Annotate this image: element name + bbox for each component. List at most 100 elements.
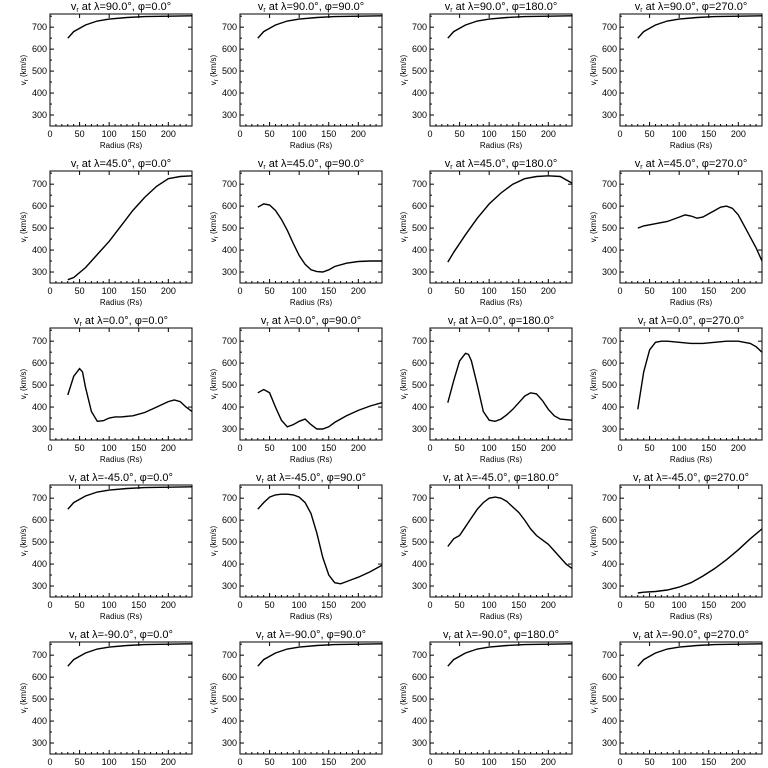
y-tick-label: 300 — [32, 581, 47, 591]
x-tick-label: 100 — [482, 129, 497, 139]
x-tick-label: 50 — [75, 286, 85, 296]
y-tick-label: 300 — [412, 581, 427, 591]
plot-frame — [239, 170, 383, 284]
y-tick-label: 300 — [222, 424, 237, 434]
x-tick-label: 0 — [427, 286, 432, 296]
x-tick-label: 50 — [75, 129, 85, 139]
y-tick-label: 300 — [412, 267, 427, 277]
y-axis-label: vr (km/s) — [589, 525, 600, 556]
y-tick-label: 600 — [32, 515, 47, 525]
chart-panel-18: vr at λ=-90.0°, φ=90.0° 0 50 100 150 200 300 40… — [209, 629, 383, 767]
y-tick-label: 500 — [602, 223, 617, 233]
plot-frame — [429, 170, 573, 284]
panel-title: vr at λ=90.0°, φ=90.0° — [258, 1, 364, 14]
x-tick-label: 150 — [321, 129, 336, 139]
plot-frame — [49, 641, 193, 755]
y-tick-label: 400 — [222, 716, 237, 726]
series-line — [257, 493, 383, 585]
x-axis-label: Radius (Rs) — [480, 141, 523, 150]
x-tick-label: 50 — [75, 443, 85, 453]
plot-frame — [429, 641, 573, 755]
x-tick-label: 150 — [511, 286, 526, 296]
y-axis-label: vr (km/s) — [399, 368, 410, 399]
y-tick-label: 600 — [412, 201, 427, 211]
x-tick-label: 0 — [237, 443, 242, 453]
x-axis-label: Radius (Rs) — [100, 612, 143, 621]
x-tick-label: 100 — [672, 443, 687, 453]
x-tick-label: 150 — [511, 757, 526, 767]
plot-frame — [49, 13, 193, 127]
x-tick-label: 100 — [292, 443, 307, 453]
x-tick-label: 100 — [292, 757, 307, 767]
x-tick-label: 0 — [617, 757, 622, 767]
y-tick-label: 400 — [222, 402, 237, 412]
series-line — [637, 15, 763, 39]
series-line — [637, 528, 763, 594]
y-tick-label: 600 — [602, 672, 617, 682]
x-tick-label: 200 — [161, 600, 176, 610]
x-axis-label: Radius (Rs) — [100, 141, 143, 150]
y-tick-label: 300 — [222, 738, 237, 748]
y-tick-label: 400 — [32, 245, 47, 255]
y-axis-label: vr (km/s) — [399, 211, 410, 242]
y-tick-label: 300 — [412, 424, 427, 434]
y-tick-label: 600 — [222, 201, 237, 211]
y-axis-label: vr (km/s) — [19, 682, 30, 713]
series-line — [637, 205, 763, 262]
chart-panel-1: vr at λ=90.0°, φ=0.0° 0 50 100 150 200 300 400 5… — [19, 1, 193, 150]
panel-title: vr at λ=90.0°, φ=0.0° — [71, 1, 171, 14]
y-tick-label: 500 — [32, 223, 47, 233]
x-tick-label: 150 — [131, 286, 146, 296]
x-tick-label: 0 — [427, 129, 432, 139]
x-tick-label: 150 — [511, 129, 526, 139]
y-tick-label: 500 — [412, 537, 427, 547]
y-tick-label: 700 — [602, 493, 617, 503]
x-tick-label: 200 — [731, 757, 746, 767]
y-tick-label: 600 — [412, 515, 427, 525]
x-tick-label: 150 — [701, 600, 716, 610]
x-tick-label: 0 — [47, 286, 52, 296]
x-axis-label: Radius (Rs) — [290, 612, 333, 621]
plot-frame — [239, 13, 383, 127]
y-tick-label: 700 — [222, 493, 237, 503]
plot-frame — [429, 13, 573, 127]
x-tick-label: 200 — [541, 757, 556, 767]
x-tick-label: 50 — [645, 443, 655, 453]
y-axis-label: vr (km/s) — [19, 368, 30, 399]
y-tick-label: 400 — [602, 88, 617, 98]
y-tick-label: 700 — [602, 179, 617, 189]
y-tick-label: 400 — [32, 88, 47, 98]
x-tick-label: 150 — [321, 757, 336, 767]
panel-title: vr at λ=45.0°, φ=180.0° — [445, 158, 557, 171]
x-tick-label: 0 — [47, 757, 52, 767]
x-axis-label: Radius (Rs) — [670, 141, 713, 150]
y-tick-label: 500 — [602, 66, 617, 76]
x-tick-label: 50 — [265, 600, 275, 610]
y-tick-label: 400 — [412, 245, 427, 255]
x-axis-label: Radius (Rs) — [290, 455, 333, 464]
panel-title: vr at λ=-45.0°, φ=270.0° — [633, 472, 749, 485]
chart-panel-14: vr at λ=-45.0°, φ=90.0° 0 50 100 150 200 300 40… — [209, 472, 383, 621]
y-tick-label: 400 — [222, 88, 237, 98]
panel-title: vr at λ=45.0°, φ=270.0° — [635, 158, 747, 171]
y-tick-label: 500 — [602, 380, 617, 390]
x-tick-label: 200 — [541, 129, 556, 139]
x-tick-label: 100 — [102, 286, 117, 296]
chart-panel-19: vr at λ=-90.0°, φ=180.0° 0 50 100 150 200 300 4… — [399, 629, 573, 767]
x-tick-label: 200 — [161, 443, 176, 453]
x-tick-label: 50 — [265, 129, 275, 139]
x-tick-label: 150 — [131, 129, 146, 139]
y-tick-label: 400 — [412, 716, 427, 726]
x-tick-label: 0 — [47, 600, 52, 610]
y-tick-label: 600 — [602, 44, 617, 54]
y-tick-label: 700 — [412, 179, 427, 189]
y-tick-label: 600 — [412, 44, 427, 54]
x-tick-label: 150 — [131, 600, 146, 610]
x-axis-label: Radius (Rs) — [670, 298, 713, 307]
panel-title: vr at λ=90.0°, φ=270.0° — [635, 1, 747, 14]
y-tick-label: 700 — [32, 650, 47, 660]
y-axis-label: vr (km/s) — [19, 211, 30, 242]
x-tick-label: 50 — [265, 443, 275, 453]
x-tick-label: 50 — [455, 443, 465, 453]
x-tick-label: 50 — [645, 129, 655, 139]
